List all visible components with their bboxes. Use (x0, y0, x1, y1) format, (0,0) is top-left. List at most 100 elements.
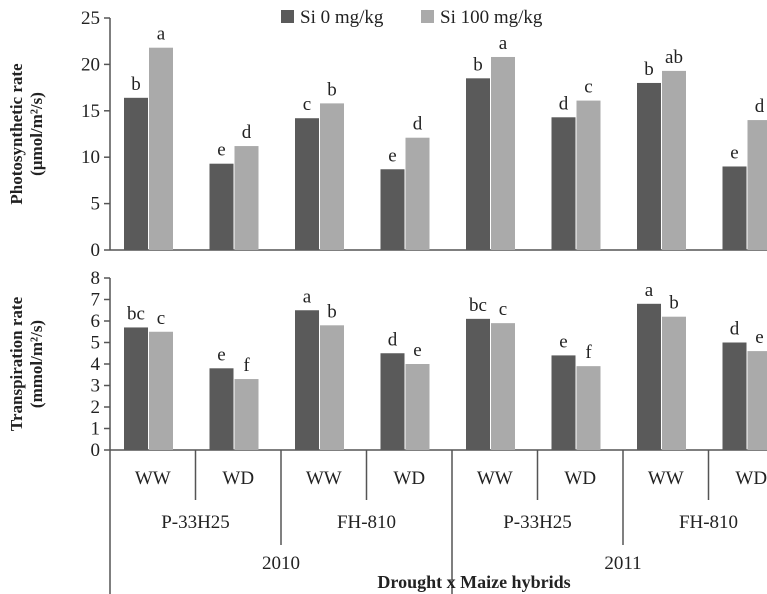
photosynthetic-bar-si-100 (576, 100, 601, 250)
water-regime-label: WD (735, 468, 767, 489)
year-label: 2010 (262, 553, 300, 574)
photosynthetic-significance-label: a (157, 24, 166, 45)
transpiration-y-tick-label: 2 (91, 397, 101, 418)
transpiration-significance-label: c (499, 299, 507, 320)
water-regime-label: WW (648, 468, 684, 489)
transpiration-y-tick-label: 3 (91, 376, 101, 397)
photosynthetic-significance-label: b (473, 54, 483, 75)
photosynthetic-y-tick-label: 25 (81, 8, 100, 29)
photosynthetic-y-tick-label: 0 (91, 240, 101, 261)
photosynthetic-significance-label: a (499, 33, 508, 54)
photosynthetic-y-tick-label: 10 (81, 147, 100, 168)
photosynthetic-bar-si-100 (405, 137, 430, 250)
transpiration-significance-label: bc (127, 303, 145, 324)
photosynthetic-bar-si-100 (747, 120, 767, 250)
photosynthetic-bar-si-100 (491, 56, 515, 251)
photosynthetic-bar-si-100 (234, 146, 259, 250)
legend-swatch-si-100 (421, 10, 434, 23)
water-regime-label: WD (564, 468, 596, 489)
photosynthetic-significance-label: d (559, 93, 569, 114)
transpiration-significance-label: f (585, 342, 592, 363)
transpiration-y-tick-label: 5 (91, 333, 101, 354)
transpiration-significance-label: e (755, 327, 763, 348)
transpiration-bar-si-0 (466, 318, 490, 450)
hybrid-label: P-33H25 (503, 512, 572, 533)
photosynthetic-bar-si-0 (124, 97, 148, 250)
photosynthetic-bar-si-0 (722, 166, 747, 250)
transpiration-bar-si-0 (722, 342, 747, 450)
transpiration-bar-si-0 (209, 368, 234, 450)
photosynthetic-significance-label: e (217, 140, 225, 161)
photosynthetic-significance-label: d (755, 96, 765, 117)
photosynthetic-bar-si-0 (209, 163, 234, 250)
photosynthetic-bar-si-0 (637, 82, 661, 251)
transpiration-significance-label: d (730, 319, 740, 340)
transpiration-significance-label: d (388, 329, 398, 350)
water-regime-label: WD (222, 468, 254, 489)
transpiration-bar-si-100 (149, 331, 173, 450)
photosynthetic-bar-si-0 (466, 78, 490, 250)
hybrid-label: FH-810 (337, 512, 396, 533)
photosynthetic-bar-si-100 (149, 47, 173, 250)
transpiration-significance-label: a (303, 286, 312, 307)
transpiration-significance-label: a (645, 280, 654, 301)
transpiration-significance-label: b (669, 293, 679, 314)
photosynthetic-significance-label: b (131, 74, 141, 95)
photosynthetic-significance-label: ab (665, 47, 683, 68)
water-regime-label: WW (306, 468, 342, 489)
transpiration-y-tick-label: 1 (91, 419, 101, 440)
photosynthetic-bar-si-100 (320, 103, 344, 250)
photosynthetic-significance-label: e (730, 142, 738, 163)
transpiration-bar-si-100 (491, 323, 515, 450)
x-axis-category-table: WW WD WW WD WW WD WW WD P-33H25 FH-810 P-33H25 FH-8… (109, 450, 767, 594)
photosynthetic-bar-si-0 (551, 117, 576, 251)
photosynthetic-bar-si-0 (380, 169, 405, 250)
legend-swatch-si-0 (281, 10, 294, 23)
hybrid-label: FH-810 (679, 512, 738, 533)
photosynthetic-y-tick-label: 5 (91, 194, 101, 215)
transpiration-y-tick-label: 4 (91, 354, 101, 375)
x-axis-title: Drought x Maize hybrids (377, 572, 570, 592)
water-regime-label: WW (477, 468, 513, 489)
transpiration-bar-si-100 (747, 351, 767, 450)
transpiration-y-tick-label: 6 (91, 311, 101, 332)
photosynthetic-significance-label: c (303, 94, 311, 115)
transpiration-significance-label: e (559, 331, 567, 352)
year-label: 2011 (604, 553, 641, 574)
photosynthetic-y-tick-label: 15 (81, 101, 100, 122)
transpiration-y-axis-unit: (mmol/m²/s) (27, 320, 46, 408)
transpiration-bar-si-100 (320, 325, 344, 450)
photosynthetic-significance-label: d (242, 122, 252, 143)
photosynthetic-significance-label: b (327, 79, 337, 100)
water-regime-label: WW (135, 468, 171, 489)
transpiration-y-axis-title: Transpiration rate (7, 296, 26, 431)
photosynthetic-significance-label: b (644, 59, 654, 80)
photosynthetic-y-axis-unit: (µmol/m²/s) (27, 92, 46, 176)
photosynthetic-y-axis-title: Photosynthetic rate (7, 63, 26, 205)
transpiration-bar-si-100 (405, 364, 430, 450)
transpiration-y-tick-label: 7 (91, 290, 101, 311)
transpiration-significance-label: f (243, 355, 250, 376)
transpiration-bar-si-0 (295, 310, 319, 450)
legend-label-si-0: Si 0 mg/kg (300, 7, 384, 28)
transpiration-bar-si-0 (380, 353, 405, 450)
transpiration-significance-label: bc (469, 295, 487, 316)
y-axis-labels: Photosynthetic rate (µmol/m²/s) Transpirat… (7, 63, 46, 431)
photosynthetic-significance-label: d (413, 114, 423, 135)
photosynthetic-bar-si-0 (295, 118, 319, 250)
transpiration-bar-si-0 (124, 327, 148, 450)
transpiration-significance-label: e (217, 344, 225, 365)
hybrid-label: P-33H25 (161, 512, 230, 533)
transpiration-y-tick-label: 0 (91, 440, 101, 461)
transpiration-bar-si-100 (576, 366, 601, 450)
legend: Si 0 mg/kg Si 100 mg/kg (281, 7, 543, 28)
transpiration-bar-si-0 (637, 303, 661, 450)
transpiration-bar-si-100 (234, 379, 259, 450)
legend-label-si-100: Si 100 mg/kg (440, 7, 543, 28)
photosynthetic-significance-label: c (584, 77, 592, 98)
photosynthetic-y-tick-label: 20 (81, 54, 100, 75)
transpiration-significance-label: c (157, 308, 165, 329)
